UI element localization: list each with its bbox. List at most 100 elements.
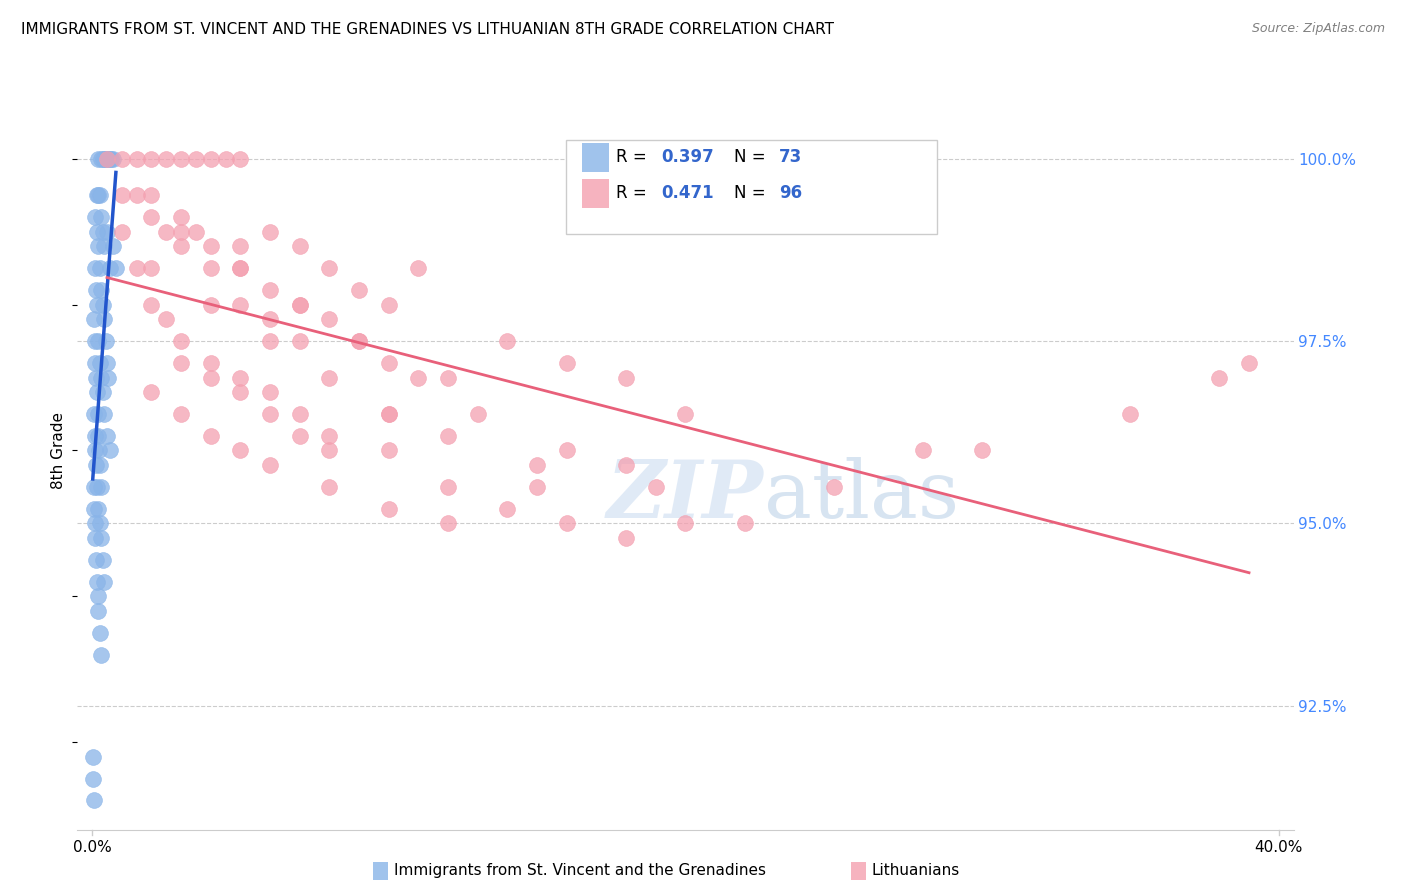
Point — [184, 225, 207, 239]
Point — [90, 480, 112, 494]
Point — [90, 283, 112, 297]
Point — [93, 407, 115, 421]
Point — [318, 370, 340, 384]
Point — [87, 501, 110, 516]
Point — [259, 312, 281, 326]
Text: 0.0%: 0.0% — [73, 840, 111, 855]
Point — [89, 356, 111, 370]
Text: N =: N = — [734, 148, 770, 166]
Point — [155, 225, 177, 239]
Point — [83, 407, 105, 421]
Point — [86, 225, 108, 239]
Point — [378, 443, 401, 458]
Point — [98, 443, 121, 458]
Point — [347, 334, 370, 348]
Point — [84, 553, 107, 567]
Point — [526, 458, 548, 472]
Text: Immigrants from St. Vincent and the Grenadines: Immigrants from St. Vincent and the Gren… — [394, 863, 766, 878]
Point — [200, 239, 222, 253]
Point — [214, 152, 236, 166]
Point — [170, 210, 193, 224]
Point — [87, 188, 110, 202]
Text: IMMIGRANTS FROM ST. VINCENT AND THE GRENADINES VS LITHUANIAN 8TH GRADE CORRELATI: IMMIGRANTS FROM ST. VINCENT AND THE GREN… — [21, 22, 834, 37]
Point — [98, 261, 121, 276]
Point — [91, 298, 114, 312]
Point — [675, 516, 697, 531]
FancyBboxPatch shape — [567, 139, 938, 235]
Point — [111, 152, 134, 166]
Y-axis label: 8th Grade: 8th Grade — [51, 412, 66, 489]
Point — [970, 443, 993, 458]
Point — [84, 356, 107, 370]
Point — [170, 407, 193, 421]
Point — [408, 261, 430, 276]
Point — [347, 283, 370, 297]
Point — [437, 480, 460, 494]
Point — [86, 574, 108, 589]
Text: R =: R = — [616, 148, 652, 166]
Point — [496, 334, 519, 348]
Point — [96, 225, 118, 239]
Point — [90, 370, 112, 384]
Point — [141, 152, 163, 166]
Text: atlas: atlas — [765, 457, 960, 535]
Text: 40.0%: 40.0% — [1254, 840, 1303, 855]
Point — [89, 516, 111, 531]
Point — [288, 298, 311, 312]
Point — [170, 356, 193, 370]
Point — [141, 188, 163, 202]
Text: 0.397: 0.397 — [661, 148, 714, 166]
Point — [100, 152, 122, 166]
Point — [288, 429, 311, 443]
Point — [288, 298, 311, 312]
Point — [200, 152, 222, 166]
Text: 0.471: 0.471 — [661, 185, 714, 202]
Point — [170, 225, 193, 239]
Point — [437, 429, 460, 443]
Point — [93, 152, 115, 166]
Point — [555, 356, 578, 370]
Point — [229, 370, 252, 384]
Point — [259, 283, 281, 297]
Point — [200, 429, 222, 443]
Point — [97, 370, 120, 384]
Point — [170, 239, 193, 253]
Point — [437, 516, 460, 531]
Point — [98, 152, 121, 166]
Point — [82, 749, 104, 764]
Point — [83, 429, 105, 443]
Point — [93, 312, 115, 326]
Point — [87, 443, 110, 458]
Point — [229, 385, 252, 400]
Point — [170, 152, 193, 166]
Point — [86, 407, 108, 421]
Text: Lithuanians: Lithuanians — [872, 863, 960, 878]
Point — [83, 793, 105, 807]
Point — [378, 501, 401, 516]
Point — [91, 152, 114, 166]
Point — [526, 480, 548, 494]
Point — [90, 210, 112, 224]
Point — [87, 429, 110, 443]
Point — [1208, 370, 1230, 384]
Point — [141, 210, 163, 224]
Point — [644, 480, 666, 494]
Point — [83, 480, 105, 494]
Point — [170, 334, 193, 348]
Point — [141, 298, 163, 312]
Point — [288, 239, 311, 253]
Point — [229, 261, 252, 276]
Point — [378, 407, 401, 421]
Point — [200, 298, 222, 312]
Point — [83, 312, 105, 326]
Point — [84, 261, 107, 276]
Point — [84, 210, 107, 224]
Point — [614, 531, 637, 545]
Point — [259, 334, 281, 348]
Point — [675, 407, 697, 421]
Point — [318, 312, 340, 326]
Point — [84, 370, 107, 384]
Point — [229, 298, 252, 312]
Point — [111, 225, 134, 239]
Point — [496, 501, 519, 516]
